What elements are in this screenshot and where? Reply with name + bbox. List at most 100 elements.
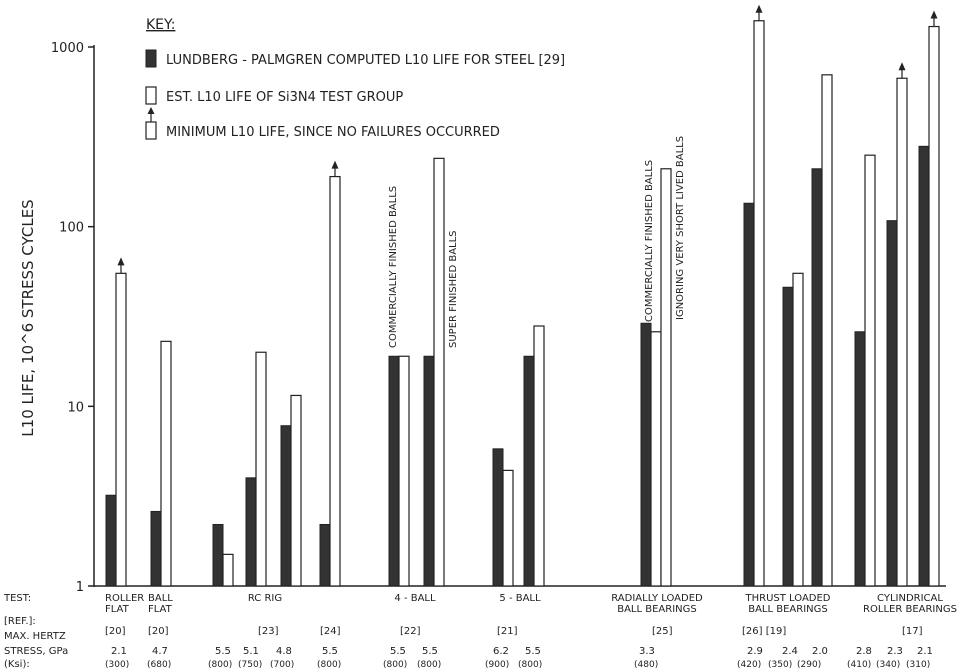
test-ksi-1-0: (680) [147,660,171,670]
test-ksi-7-2: (290) [797,660,821,670]
steel-bar-12 [782,286,794,587]
test-ref-8: [17] [902,626,923,637]
si3n4-bar-2 [222,553,234,587]
y-ticks: 1 10 100 1000 [51,41,94,595]
steel-bar-3 [245,477,257,587]
y-tick-label-2: 100 [59,221,84,236]
si3n4-bar-9 [533,325,545,587]
legend-heading: KEY: [146,17,175,33]
min-arrow-16-arrowhead-icon [930,10,938,19]
test-stress-5-0: 6.2 [493,646,509,657]
bar-groups [105,4,940,587]
legend-entry-si3n4: EST. L10 LIFE OF Si3N4 TEST GROUP [166,90,403,105]
test-stress-7-2: 2.0 [812,646,828,657]
test-ksi-8-1: (340) [876,660,900,670]
steel-bar-0 [105,494,117,587]
steel-bar-15 [886,220,898,587]
min-arrow-15-arrowhead-icon [898,62,906,71]
test-stress-5-1: 5.5 [525,646,541,657]
test-stress-2-1: 5.1 [243,646,259,657]
steel-bar-13 [811,168,823,587]
test-ref-3: [24] [320,626,341,637]
test-ref-4: [22] [400,626,421,637]
steel-bar-8 [492,448,504,587]
si3n4-bar-12 [792,272,804,587]
test-name-1-1: FLAT [148,604,173,615]
si3n4-bar-10 [650,331,662,587]
row-label-test: TEST: [3,593,31,604]
test-ref-6: [25] [652,626,673,637]
test-ksi-6-0: (480) [634,660,658,670]
row-label-ref: [REF.]: [4,616,36,627]
steel-bar-5 [319,523,331,587]
annotation-commercially-finished-radial: COMMERCIALLY FINISHED BALLS [644,160,655,322]
test-stress-2-0: 5.5 [215,646,231,657]
test-ksi-8-0: (410) [847,660,871,670]
steel-bar-7 [423,355,435,587]
test-stress-7-1: 2.4 [782,646,798,657]
legend-filled-swatch [145,49,157,68]
min-arrow-5-arrowhead-icon [331,160,339,169]
test-name-6-0: RADIALLY LOADED [611,593,703,604]
test-ksi-2-0: (800) [208,660,232,670]
test-stress-2-2: 4.8 [276,646,292,657]
y-axis-label: L10 LIFE, 10^6 STRESS CYCLES [19,199,37,436]
steel-bar-1 [150,510,162,587]
steel-bar-2 [212,523,224,587]
test-ref-2: [23] [258,626,279,637]
test-ksi-0-0: (300) [105,660,129,670]
si3n4-bar-8 [502,469,514,587]
si3n4-extra-bar-10 [660,168,672,587]
test-stress-8-1: 2.3 [887,646,903,657]
test-stress-3-0: 5.5 [322,646,338,657]
steel-bar-6 [388,355,400,587]
steel-bar-14 [854,331,866,587]
legend-entry-minimum: MINIMUM L10 LIFE, SINCE NO FAILURES OCCU… [166,125,500,140]
test-ksi-3-0: (800) [317,660,341,670]
y-tick-label-0: 1 [76,580,84,595]
row-label-stress: STRESS, GPa [4,646,68,657]
test-ref-1: [20] [148,626,169,637]
steel-bar-16 [918,145,930,587]
test-stress-7-0: 2.9 [747,646,763,657]
table-row-labels: TEST: [REF.]: MAX. HERTZ STRESS, GPa (Ks… [3,593,68,670]
test-name-8-1: ROLLER BEARINGS [863,604,957,615]
min-arrow-11-arrowhead-icon [755,4,763,13]
legend-entry-steel: LUNDBERG - PALMGREN COMPUTED L10 LIFE FO… [166,53,565,68]
test-stress-8-0: 2.8 [856,646,872,657]
si3n4-bar-7 [433,157,445,587]
si3n4-bar-3 [255,351,267,587]
si3n4-bar-16 [928,25,940,587]
test-name-0-0: ROLLER [105,593,144,604]
si3n4-bar-11 [753,20,765,587]
steel-bar-11 [743,202,755,587]
annotation-commercially-finished-4ball: COMMERCIALLY FINISHED BALLS [388,186,399,348]
legend: KEY: LUNDBERG - PALMGREN COMPUTED L10 LI… [145,17,565,140]
test-ksi-2-2: (700) [270,660,294,670]
row-label-ksi: (Ksi): [4,659,30,670]
si3n4-bar-4 [290,394,302,587]
si3n4-bar-13 [821,74,833,587]
test-stress-1-0: 4.7 [152,646,168,657]
test-name-5-0: 5 - BALL [499,593,541,604]
test-stress-4-0: 5.5 [390,646,406,657]
test-name-0-1: FLAT [105,604,130,615]
y-tick-label-1: 10 [67,400,84,415]
test-ref-0: [20] [105,626,126,637]
test-name-1-0: BALL [148,593,173,604]
test-stress-0-0: 2.1 [111,646,127,657]
legend-open-arrow-swatch [145,121,157,140]
test-name-2-0: RC RIG [248,593,282,604]
test-ksi-5-0: (900) [485,660,509,670]
test-ksi-2-1: (750) [238,660,262,670]
test-ksi-8-2: (310) [906,660,930,670]
test-ksi-7-0: (420) [737,660,761,670]
min-arrow-0-arrowhead-icon [117,257,125,266]
test-name-7-0: THRUST LOADED [745,593,831,604]
si3n4-bar-5 [329,175,341,587]
si3n4-bar-14 [864,154,876,587]
steel-bar-4 [280,425,292,587]
test-ref-5: [21] [497,626,518,637]
test-name-4-0: 4 - BALL [394,593,436,604]
